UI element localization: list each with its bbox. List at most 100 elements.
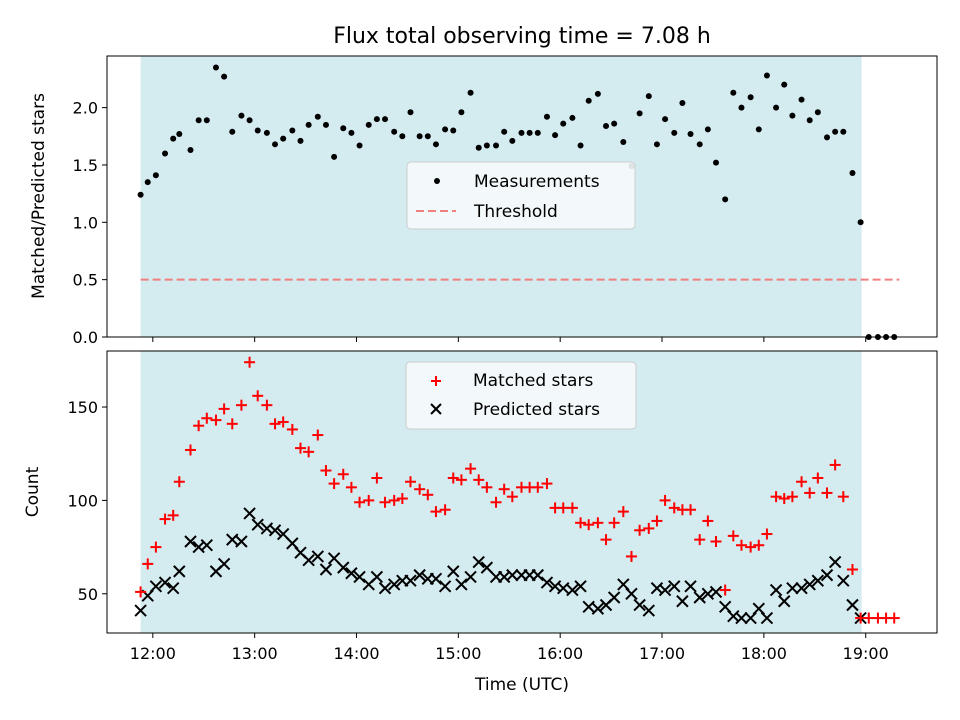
matched-point <box>150 541 162 553</box>
top-y-tick-label: 1.5 <box>73 156 98 175</box>
top-y-axis-label: Matched/Predicted stars <box>29 93 49 299</box>
measurement-point <box>645 93 652 100</box>
measurement-point <box>391 128 398 135</box>
measurement-point <box>144 179 151 186</box>
matched-point <box>379 496 391 508</box>
matched-point <box>371 472 383 484</box>
measurement-point <box>738 104 745 111</box>
predicted-point <box>447 565 460 578</box>
matched-point <box>481 481 493 493</box>
predicted-point <box>472 555 485 569</box>
measurement-point <box>162 150 169 157</box>
measurement-point <box>620 139 627 146</box>
measurement-point <box>781 81 788 88</box>
matched-point <box>414 483 426 495</box>
measurement-point <box>229 128 236 135</box>
matched-point <box>447 472 459 484</box>
measurement-point <box>365 121 372 128</box>
measurement-point <box>611 120 618 127</box>
measurement-point <box>747 94 754 101</box>
measurement-point <box>789 112 796 119</box>
x-tick-label: 12:00 <box>130 644 176 663</box>
predicted-point <box>795 581 808 595</box>
predicted-point <box>337 561 350 574</box>
predicted-point <box>370 570 384 584</box>
predicted-point <box>226 533 239 546</box>
matched-point <box>685 504 697 516</box>
ratio-legend: Measurements Threshold <box>406 161 636 230</box>
count-plot-frame <box>106 350 938 634</box>
measurement-point <box>552 132 559 139</box>
matched-point <box>592 517 604 529</box>
matched-point <box>668 502 680 514</box>
ratio-panel: Flux total observing time = 7.08 h Match… <box>29 24 938 347</box>
matched-point <box>286 423 298 435</box>
measurement-point <box>458 109 465 116</box>
matched-point <box>727 530 739 542</box>
x-axis-label: Time (UTC) <box>474 675 569 695</box>
predicted-point <box>531 568 544 582</box>
matched-point <box>303 446 315 458</box>
measurement-point <box>722 196 729 203</box>
predicted-point <box>540 576 554 589</box>
predicted-point <box>319 563 333 576</box>
predicted-point <box>820 568 834 582</box>
measurement-point <box>416 133 423 140</box>
measurement-point <box>832 128 839 135</box>
matched-point <box>261 399 273 411</box>
matched-point <box>812 472 824 484</box>
measurement-point <box>840 128 847 135</box>
measurement-point <box>857 219 864 226</box>
measurement-point <box>356 142 363 149</box>
measurement-point <box>569 114 576 121</box>
measurement-point <box>254 127 261 134</box>
matched-point <box>888 612 900 624</box>
predicted-point <box>668 580 681 593</box>
matched-point <box>846 564 858 576</box>
predicted-point <box>173 565 186 578</box>
matched-point <box>541 478 553 490</box>
measurement-point <box>713 159 720 166</box>
predicted-point <box>404 574 417 587</box>
bottom-y-tick-label: 50 <box>78 585 98 604</box>
x-tick-label: 19:00 <box>843 644 889 663</box>
predicted-point <box>149 580 163 593</box>
predicted-point <box>302 553 315 567</box>
predicted-point <box>658 583 672 597</box>
predicted-point <box>251 518 264 531</box>
x-tick-label: 15:00 <box>435 644 481 663</box>
count-panel: Time (UTC) Count 50 100 150 12:00 13:00 14:0… <box>23 350 938 695</box>
matched-point <box>430 506 442 518</box>
measurement-point <box>399 133 406 140</box>
matched-point <box>600 534 612 546</box>
chart-title: Flux total observing time = 7.08 h <box>333 24 711 49</box>
measurement-point <box>814 109 821 116</box>
measurement-point <box>246 117 253 124</box>
measurement-point <box>483 142 490 149</box>
matched-point <box>354 496 366 508</box>
matched-point <box>804 487 816 499</box>
matched-point <box>643 522 655 534</box>
matched-point <box>337 468 349 480</box>
matched-point <box>651 515 663 527</box>
predicted-point <box>327 552 341 565</box>
measurement-point <box>662 116 669 123</box>
measurement-point <box>773 104 780 111</box>
matched-point <box>173 476 185 488</box>
measurement-point <box>340 125 347 132</box>
x-tick-label: 14:00 <box>333 644 379 663</box>
predicted-point <box>693 591 706 604</box>
predicted-point <box>158 576 172 589</box>
predicted-point <box>455 578 468 591</box>
measurement-point <box>763 72 770 79</box>
predicted-point <box>276 527 290 541</box>
matched-point <box>363 494 375 506</box>
predicted-point <box>413 568 426 582</box>
predicted-point <box>353 570 366 584</box>
predicted-point <box>582 600 595 614</box>
predicted-point <box>134 604 147 617</box>
bottom-y-axis-label: Count <box>23 466 43 517</box>
predicted-point <box>574 580 587 593</box>
measurement-point <box>263 129 270 136</box>
predicted-point <box>184 535 197 548</box>
